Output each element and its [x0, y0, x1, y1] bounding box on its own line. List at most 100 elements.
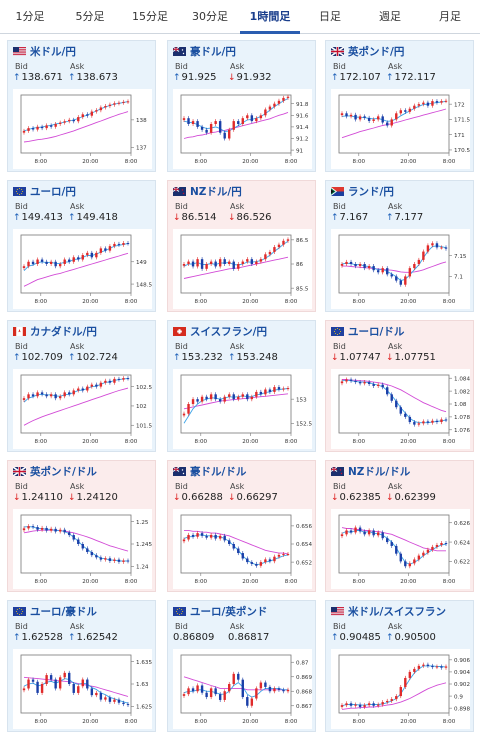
currency-card[interactable]: NZドル/ドル Bid Ask ↓0.62385 ↓0.62399 0.626 0.624 0…	[325, 460, 474, 592]
ask-price: 1.62542	[76, 632, 118, 643]
price-chart[interactable]: 0.87 0.869 0.868 0.867 8:00 20:00 8:00	[173, 649, 312, 729]
pair-title[interactable]: 豪ドル/ドル	[190, 466, 247, 478]
pair-title[interactable]: ユーロ/英ポンド	[190, 606, 268, 618]
price-chart[interactable]: 0.626 0.624 0.622 8:00 20:00 8:00	[331, 509, 470, 589]
price-chart[interactable]: 1.635 1.63 1.625 8:00 20:00 8:00	[13, 649, 152, 729]
candle	[40, 259, 44, 262]
tab-2[interactable]: 15分足	[132, 10, 168, 23]
candle	[431, 546, 434, 550]
pair-title[interactable]: NZドル/ドル	[348, 466, 411, 478]
candle	[196, 121, 199, 127]
pair-title[interactable]: ユーロ/豪ドル	[30, 606, 97, 618]
pair-title[interactable]: カナダドル/円	[30, 326, 97, 338]
price-chart[interactable]: 102.5 102 101.5 8:00 20:00 8:00	[13, 369, 152, 449]
candle	[408, 416, 412, 423]
tab-4[interactable]: 1時間足	[240, 0, 300, 34]
price-chart[interactable]: 1.25 1.245 1.24 8:00 20:00 8:00	[13, 509, 152, 589]
candle	[187, 534, 190, 540]
currency-card[interactable]: ユーロ/英ポンド Bid Ask 0.86809 0.86817 0.87 0.869 0.8…	[167, 600, 316, 732]
bid-price: 172.107	[339, 72, 381, 83]
tab-1[interactable]: 5分足	[75, 10, 105, 23]
ask-price: 1.24120	[76, 492, 118, 503]
tab-6[interactable]: 週足	[379, 10, 401, 23]
price-chart[interactable]: 0.906 0.904 0.902 0.9 0.898 8:00 20:00 8:00	[331, 649, 470, 729]
candle	[90, 384, 94, 387]
bid-price: 1.07747	[339, 352, 381, 363]
candle	[232, 673, 235, 684]
candle	[255, 563, 258, 566]
price-chart[interactable]: 1.084 1.082 1.08 1.078 1.076 8:00 20:00 8:00	[331, 369, 470, 449]
candle	[345, 261, 348, 264]
candle	[113, 243, 116, 247]
y-tick-label: 1.082	[454, 389, 470, 395]
x-tick-label: 20:00	[400, 299, 417, 305]
currency-card[interactable]: ユーロ/ドル Bid Ask ↓1.07747 ↓1.07751 1.084 1.082 1.…	[325, 320, 474, 452]
currency-card[interactable]: 英ポンド/ドル Bid Ask ↓1.24110 ↓1.24120 1.25 1.245 1.…	[7, 460, 156, 592]
y-tick-label: 0.656	[296, 524, 312, 530]
tab-3[interactable]: 30分足	[192, 10, 228, 23]
currency-card[interactable]: ユーロ/豪ドル Bid Ask ↑1.62528 ↑1.62542 1.635 1.63 1.…	[7, 600, 156, 732]
candle	[117, 102, 121, 104]
price-chart[interactable]: 86.5 86 85.5 8:00 20:00 8:00	[173, 229, 312, 309]
candle	[395, 113, 398, 120]
pair-title[interactable]: 英ポンド/円	[348, 46, 405, 58]
candle	[58, 264, 62, 267]
ask-price: 7.177	[394, 212, 424, 223]
currency-card[interactable]: ユーロ/円 Bid Ask ↑149.413 ↑149.418 149 148.5 8:00 2…	[7, 180, 156, 312]
up-arrow-icon: ↑	[68, 633, 76, 643]
pair-title[interactable]: 英ポンド/ドル	[30, 466, 97, 478]
candle	[49, 528, 53, 531]
candle	[45, 527, 48, 531]
pair-title[interactable]: ユーロ/ドル	[348, 326, 405, 338]
currency-card[interactable]: 豪ドル/円 Bid Ask ↑91.925 ↓91.932 91.8 91.6 91.4 91.…	[167, 40, 316, 172]
price-chart[interactable]: 172 171.5 171 170.5 8:00 20:00 8:00	[331, 89, 470, 169]
tab-0[interactable]: 1分足	[15, 10, 45, 23]
y-tick-label: 0.624	[454, 540, 470, 546]
x-tick-label: 8:00	[285, 159, 298, 165]
candle	[54, 528, 57, 532]
currency-card[interactable]: 米ドル/スイスフラン Bid Ask ↑0.90485 ↑0.90500 0.906 0.9…	[325, 600, 474, 732]
candle	[413, 264, 416, 269]
up-arrow-icon: ↑	[386, 73, 394, 83]
pair-title[interactable]: 米ドル/円	[30, 46, 76, 58]
currency-card[interactable]: 英ポンド/円 Bid Ask ↑172.107 ↑172.117 172 171.5 171 1…	[325, 40, 474, 172]
tab-5[interactable]: 日足	[319, 10, 341, 23]
pair-title[interactable]: ユーロ/円	[30, 186, 76, 198]
candle	[435, 101, 439, 103]
ma-long-line	[342, 379, 447, 413]
bid-value: ↑149.413	[13, 212, 63, 223]
tab-7[interactable]: 月足	[439, 10, 461, 23]
candle	[232, 544, 235, 549]
pair-title[interactable]: NZドル/円	[190, 186, 242, 198]
candle	[417, 555, 421, 560]
price-chart[interactable]: 0.656 0.654 0.652 8:00 20:00 8:00	[173, 509, 312, 589]
candle	[77, 388, 80, 391]
price-chart[interactable]: 91.8 91.6 91.4 91.2 91 8:00 20:00 8:00	[173, 89, 312, 169]
currency-card[interactable]: カナダドル/円 Bid Ask ↑102.709 ↑102.724 102.5 102 101…	[7, 320, 156, 452]
candle	[237, 121, 240, 124]
currency-card[interactable]: ランド/円 Bid Ask ↑7.167 ↑7.177 7.15 7.1 8:00 20:00 8…	[325, 180, 474, 312]
candle	[395, 276, 398, 281]
candle	[259, 562, 263, 566]
down-arrow-icon: ↓	[173, 213, 181, 223]
pair-title[interactable]: 豪ドル/円	[190, 46, 236, 58]
price-chart[interactable]: 138 137 8:00 20:00 8:00	[13, 89, 152, 169]
candle	[187, 404, 190, 414]
currency-card[interactable]: NZドル/円 Bid Ask ↓86.514 ↓86.526 86.5 86 85.5 8:00…	[167, 180, 316, 312]
pair-title[interactable]: ランド/円	[348, 186, 394, 198]
ma-short-line	[183, 98, 289, 132]
candle	[68, 119, 71, 122]
candle	[381, 116, 384, 123]
ask-label: Ask	[230, 62, 245, 71]
pair-title[interactable]: スイスフラン/円	[190, 326, 268, 338]
pair-title[interactable]: 米ドル/スイスフラン	[348, 606, 447, 618]
y-tick-label: 101.5	[136, 423, 152, 429]
price-chart[interactable]: 153 152.5 8:00 20:00 8:00	[173, 369, 312, 449]
currency-card[interactable]: スイスフラン/円 Bid Ask ↑153.232 ↑153.248 153 152.5 8:…	[167, 320, 316, 452]
candle	[90, 111, 94, 116]
currency-card[interactable]: 米ドル/円 Bid Ask ↑138.671 ↑138.673 138 137 8:00 20:…	[7, 40, 156, 172]
price-chart[interactable]: 7.15 7.1 8:00 20:00 8:00	[331, 229, 470, 309]
candle	[440, 247, 443, 249]
currency-card[interactable]: 豪ドル/ドル Bid Ask ↓0.66288 ↓0.66297 0.656 0.654 0.…	[167, 460, 316, 592]
price-chart[interactable]: 149 148.5 8:00 20:00 8:00	[13, 229, 152, 309]
